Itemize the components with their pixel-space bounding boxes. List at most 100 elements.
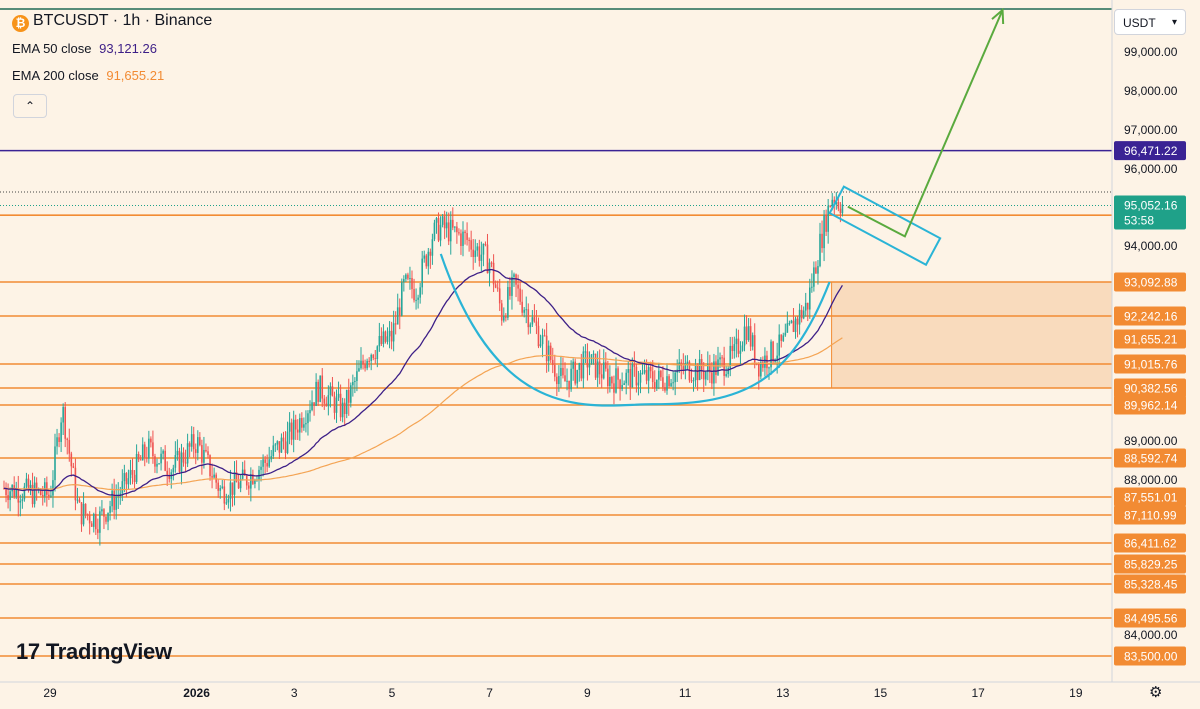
- candle-body: [272, 445, 275, 457]
- candle-body: [7, 495, 9, 501]
- candle-body: [672, 382, 674, 384]
- candle-body: [362, 360, 364, 365]
- candle-body: [356, 371, 358, 382]
- x-tick-label: 15: [874, 686, 888, 700]
- candle-body: [384, 331, 387, 342]
- candle-body: [243, 469, 246, 476]
- candle-body: [129, 469, 132, 479]
- candle-body: [319, 375, 321, 402]
- candle-body: [619, 379, 621, 389]
- candle-body: [625, 372, 627, 384]
- candle-body: [747, 326, 750, 341]
- candle-body: [366, 360, 368, 369]
- candle-body: [86, 514, 89, 516]
- candle-body: [423, 255, 426, 259]
- candle-body: [598, 361, 601, 375]
- candle-body: [274, 444, 277, 446]
- candle-body: [488, 262, 491, 274]
- candle-body: [339, 393, 342, 418]
- candle-body: [382, 331, 385, 344]
- candle-body: [825, 215, 827, 232]
- candle-body: [105, 516, 107, 522]
- candle-body: [237, 482, 240, 489]
- candle-body: [166, 470, 168, 475]
- candle-body: [35, 482, 38, 491]
- candle-body: [505, 316, 507, 318]
- candle-body: [713, 361, 715, 384]
- candle-body: [186, 443, 189, 464]
- candle-body: [194, 449, 197, 453]
- candle-body: [25, 478, 28, 487]
- candle-body: [494, 284, 497, 288]
- bull-flag-channel: [828, 185, 942, 267]
- candle-body: [806, 302, 809, 310]
- candle-body: [394, 323, 397, 325]
- candle-body: [280, 437, 283, 453]
- candle-body: [254, 480, 256, 484]
- candle-body: [56, 437, 58, 447]
- resistance-price-label-bg: [1114, 141, 1186, 161]
- x-tick-label: 13: [776, 686, 790, 700]
- candle-body: [823, 215, 825, 249]
- gear-icon[interactable]: ⚙: [1149, 684, 1163, 701]
- candle-body: [425, 255, 428, 267]
- candle-body: [443, 216, 446, 229]
- candle-body: [139, 459, 142, 461]
- candle-body: [762, 362, 764, 368]
- candle-body: [258, 469, 260, 480]
- candle-body: [41, 495, 44, 497]
- x-tick-label: 7: [486, 686, 493, 700]
- collapse-legend-button[interactable]: ⌃: [13, 94, 47, 118]
- candle-body: [770, 341, 772, 368]
- candle-body: [666, 376, 668, 391]
- level-price-label-bg: [1114, 395, 1186, 415]
- candle-body: [792, 320, 795, 333]
- candle-body: [707, 364, 709, 373]
- level-price-label-bg: [1114, 608, 1186, 628]
- candle-body: [239, 478, 242, 489]
- demand-zone: [831, 281, 1113, 389]
- candle-body: [107, 512, 109, 522]
- candle-body: [545, 335, 548, 362]
- candle-body: [72, 466, 75, 468]
- candle-body: [568, 380, 570, 390]
- candle-body: [796, 318, 799, 325]
- projection-arrowhead: [991, 7, 1005, 25]
- candle-body: [401, 282, 403, 316]
- level-price-label: 83,500.00: [1124, 650, 1178, 664]
- candle-body: [537, 325, 540, 347]
- x-tick-label: 19: [1069, 686, 1083, 700]
- candle-body: [235, 472, 238, 483]
- candle-body: [252, 474, 254, 484]
- candle-body: [262, 459, 264, 467]
- candle-body: [299, 418, 301, 433]
- candle-body: [78, 499, 81, 503]
- candle-body: [103, 509, 105, 517]
- candle-body: [388, 330, 391, 337]
- candle-body: [58, 437, 60, 442]
- candle-body: [82, 503, 85, 525]
- candle-body: [311, 402, 313, 411]
- ema200-legend[interactable]: EMA 200 close 91,655.21: [12, 68, 164, 83]
- candle-body: [92, 513, 95, 527]
- candle-body: [9, 491, 11, 501]
- candle-body: [819, 233, 821, 267]
- candle-body: [88, 515, 91, 524]
- candle-body: [435, 218, 438, 223]
- candle-body: [66, 438, 69, 441]
- candle-body: [692, 380, 695, 382]
- currency-selector[interactable]: USDT ▾: [1114, 9, 1186, 35]
- candle-body: [95, 513, 97, 530]
- current-price-label: 95,052.16: [1124, 198, 1178, 212]
- cup-pattern: [439, 253, 831, 407]
- ema200-line: [4, 337, 843, 491]
- candle-body: [768, 367, 770, 369]
- candle-body: [760, 362, 762, 377]
- candle-body: [837, 201, 840, 209]
- level-price-label: 85,829.25: [1124, 558, 1178, 572]
- candle-body: [817, 266, 819, 274]
- ema200-price-label: 91,655.21: [1124, 333, 1178, 347]
- ema50-legend[interactable]: EMA 50 close 93,121.26: [12, 41, 157, 56]
- ema50-value: 93,121.26: [99, 41, 157, 56]
